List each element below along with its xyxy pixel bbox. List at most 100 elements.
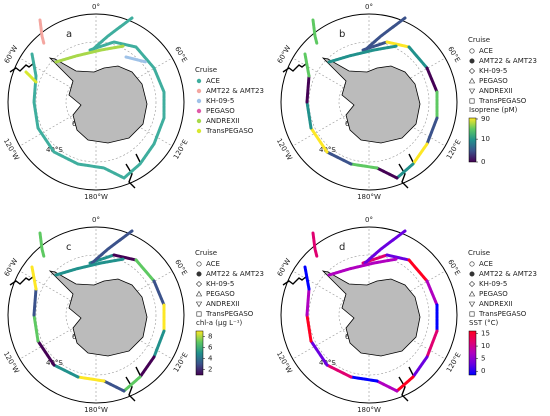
cruise-track (425, 329, 439, 359)
south-america (9, 275, 35, 286)
panel-letter: c (66, 242, 72, 253)
legend-marker (196, 88, 202, 94)
cruise-track (36, 339, 56, 367)
cruise-track (122, 375, 142, 393)
longitude-label: 60°W (3, 257, 20, 278)
cruise-track (24, 70, 38, 84)
cruise-track (152, 279, 166, 307)
legend-marker (468, 301, 476, 308)
legend-title: Cruise (468, 249, 490, 257)
cruise-track (375, 379, 399, 393)
cruise-track (327, 257, 399, 277)
antarctica (321, 270, 421, 357)
cruise-track (325, 363, 353, 379)
cruise-track (309, 126, 329, 154)
colorbar (468, 117, 477, 163)
colorbar-tick-label: 90 (481, 115, 490, 123)
cruise-track (52, 363, 80, 379)
legend-label: TransPEGASO (478, 310, 527, 318)
longitude-label: 180°W (84, 406, 108, 414)
colorbar-tick-label: 8 (208, 333, 212, 341)
legend-title: Cruise (468, 36, 490, 44)
legend-label: ANDREXII (479, 300, 513, 308)
latitude-label: 40°S (46, 359, 63, 367)
longitude-label: 180°W (357, 406, 381, 414)
colorbar-tick-label: 10 (481, 342, 490, 350)
colorbar-label: Isoprene (pM) (469, 106, 518, 114)
meridian (19, 314, 97, 360)
legend-label: ACE (206, 260, 220, 268)
cruise-track (395, 162, 415, 180)
legend-marker (468, 67, 476, 75)
panel-letter: d (339, 242, 345, 253)
meridian (19, 57, 97, 103)
cruise-track (305, 313, 313, 343)
longitude-label: 60°W (3, 44, 20, 65)
cruise-track (349, 375, 379, 383)
legend-label: PEGASO (206, 290, 235, 298)
new-zealand (125, 366, 141, 402)
cruise-track (90, 229, 134, 265)
legend-label: AMT22 & AMT23 (479, 270, 537, 278)
latitude-label: 40°S (319, 146, 336, 154)
legend-label: KH-09-5 (206, 97, 234, 105)
cruise-track (54, 44, 126, 64)
legend-marker (196, 78, 202, 84)
panel-letter: b (339, 29, 345, 40)
legend-label: TransPEGASO (205, 127, 254, 135)
legend-label: TransPEGASO (478, 97, 527, 105)
longitude-label: 0° (365, 3, 373, 11)
antarctica (48, 57, 148, 144)
legend-marker (195, 290, 203, 297)
legend-title: Cruise (195, 249, 217, 257)
legend-title: Cruise (195, 66, 217, 74)
legend-marker (196, 108, 202, 114)
colorbar-label: chl-a (μg L⁻¹) (196, 319, 243, 327)
colorbar-tick-label: 4 (208, 355, 213, 363)
colorbar (195, 330, 204, 376)
south-america (282, 62, 308, 73)
longitude-label: 0° (92, 3, 100, 11)
south-america (9, 62, 35, 73)
legend-marker (468, 88, 476, 95)
cruise-track (32, 313, 40, 343)
cruise-track (303, 265, 311, 291)
new-zealand (398, 153, 414, 189)
legend-label: AMT22 & AMT23 (206, 87, 264, 95)
legend-marker (195, 301, 203, 308)
colorbar-tick-label: 6 (208, 344, 213, 352)
cruise-track (385, 253, 411, 262)
colorbar-tick-label: 0 (481, 367, 485, 375)
cruise-track (407, 258, 429, 283)
longitude-label: 180°W (84, 193, 108, 201)
legend-label: ANDREXII (479, 87, 513, 95)
cruise-track (124, 55, 148, 64)
cruise-track (311, 231, 319, 259)
legend-label: KH-09-5 (206, 280, 234, 288)
meridian (292, 314, 370, 360)
cruise-track (425, 279, 439, 307)
panel-letter: a (66, 29, 72, 40)
antarctica (48, 270, 148, 357)
longitude-label: 60°E (446, 258, 461, 277)
cruise-track (305, 287, 311, 317)
colorbar-tick-label: 10 (481, 135, 490, 143)
longitude-label: 60°W (276, 44, 293, 65)
colorbar-label: SST (°C) (469, 319, 499, 327)
cruise-track (311, 18, 319, 46)
cruise-track (134, 258, 156, 283)
legend-label: ACE (479, 47, 493, 55)
cruise-track (303, 52, 311, 78)
latitude-circle (35, 41, 157, 163)
colorbar-tick-label: 0 (481, 158, 485, 166)
legend-marker (468, 290, 476, 297)
longitude-label: 0° (92, 216, 100, 224)
legend-label: AMT22 & AMT23 (206, 270, 264, 278)
meridian (292, 101, 370, 147)
meridian (292, 57, 370, 103)
legend-label: TransPEGASO (205, 310, 254, 318)
colorbar-tick-label: 5 (481, 355, 485, 363)
longitude-label: 60°E (446, 45, 461, 64)
cruise-track (30, 40, 166, 180)
cruise-track (411, 355, 429, 379)
